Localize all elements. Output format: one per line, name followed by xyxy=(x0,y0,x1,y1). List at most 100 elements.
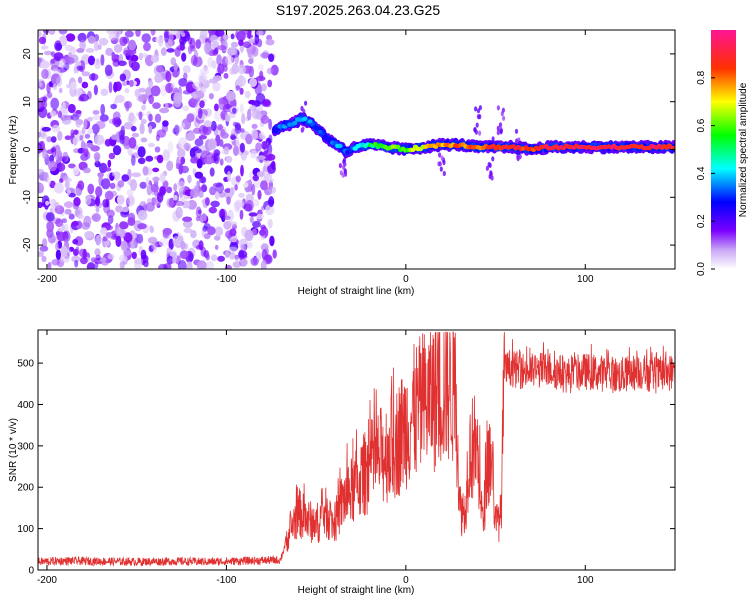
streak-blob xyxy=(515,138,519,144)
noise-blob xyxy=(117,194,125,206)
noise-blob xyxy=(40,132,48,139)
noise-blob xyxy=(196,180,201,187)
noise-blob xyxy=(45,200,50,206)
noise-blob xyxy=(147,142,156,148)
noise-blob xyxy=(43,50,53,56)
noise-blob xyxy=(138,111,143,121)
noise-blob xyxy=(59,178,63,183)
streak-blob xyxy=(304,100,308,106)
noise-blob xyxy=(46,136,53,143)
colorbar-tick-label: 0.4 xyxy=(696,166,707,180)
noise-blob xyxy=(212,182,223,188)
noise-blob xyxy=(203,120,212,128)
streak-blob xyxy=(489,170,493,176)
noise-blob xyxy=(72,238,79,245)
noise-blob xyxy=(260,243,269,252)
y-tick-label: 400 xyxy=(17,400,34,411)
noise-blob xyxy=(200,184,208,193)
noise-blob xyxy=(265,204,275,216)
noise-blob xyxy=(77,214,85,220)
noise-blob xyxy=(115,235,122,248)
noise-blob xyxy=(72,166,80,176)
colorbar-tick-label: 0.0 xyxy=(696,262,707,276)
noise-blob xyxy=(83,118,88,129)
noise-blob xyxy=(219,158,224,166)
noise-blob xyxy=(195,39,201,49)
noise-blob xyxy=(47,233,56,244)
noise-blob xyxy=(120,206,130,213)
noise-blob xyxy=(105,47,114,56)
noise-blob xyxy=(245,133,253,145)
noise-blob xyxy=(224,188,232,193)
noise-blob xyxy=(87,143,94,149)
noise-blob xyxy=(268,53,275,62)
noise-blob xyxy=(199,75,205,85)
noise-blob xyxy=(251,183,256,196)
y-tick-label: 20 xyxy=(22,48,33,60)
bottom-y-axis-label: SNR (10 * v/v) xyxy=(8,418,19,482)
noise-blob xyxy=(104,64,113,77)
noise-blob xyxy=(131,125,137,132)
colorbar-tick-label: 0.2 xyxy=(696,214,707,228)
noise-blob xyxy=(240,164,244,177)
noise-blob xyxy=(247,108,252,121)
noise-blob xyxy=(208,206,217,214)
noise-blob xyxy=(76,48,84,53)
noise-blob xyxy=(98,37,109,46)
noise-blob xyxy=(178,163,184,175)
noise-blob xyxy=(40,100,48,109)
streak-blob xyxy=(338,163,342,169)
noise-blob xyxy=(261,140,268,150)
noise-blob xyxy=(123,100,132,109)
noise-blob xyxy=(173,92,183,105)
noise-blob xyxy=(72,136,78,146)
noise-blob xyxy=(38,251,45,257)
noise-blob xyxy=(94,58,101,70)
streak-blob xyxy=(496,125,500,131)
noise-blob xyxy=(142,166,149,176)
noise-blob xyxy=(159,107,170,114)
noise-blob xyxy=(239,142,245,153)
noise-blob xyxy=(77,32,87,43)
noise-blob xyxy=(119,221,129,230)
streak-blob xyxy=(496,105,500,111)
noise-blob xyxy=(41,68,49,80)
noise-blob xyxy=(87,183,95,195)
noise-blob xyxy=(268,134,273,144)
streak-blob xyxy=(476,108,481,114)
noise-blob xyxy=(222,64,228,72)
noise-blob xyxy=(171,82,176,89)
chart-title: S197.2025.263.04.23.G25 xyxy=(275,2,441,18)
noise-blob xyxy=(75,119,84,125)
noise-blob xyxy=(256,135,266,140)
noise-blob xyxy=(91,73,96,81)
noise-blob xyxy=(95,186,103,198)
noise-blob xyxy=(154,73,163,84)
noise-blob xyxy=(182,216,193,222)
y-tick-label: 500 xyxy=(17,359,34,370)
noise-blob xyxy=(46,220,55,233)
noise-blob xyxy=(117,180,125,188)
noise-blob xyxy=(217,124,224,131)
noise-blob xyxy=(140,118,147,125)
noise-blob xyxy=(260,83,267,92)
noise-blob xyxy=(172,70,179,78)
noise-blob xyxy=(118,254,128,262)
noise-blob xyxy=(214,103,219,112)
noise-blob xyxy=(248,38,257,44)
noise-blob xyxy=(97,44,102,50)
y-tick-label: 200 xyxy=(17,483,34,494)
noise-blob xyxy=(239,87,244,95)
noise-blob xyxy=(177,148,186,159)
noise-blob xyxy=(64,201,74,209)
noise-blob xyxy=(101,178,111,190)
noise-blob xyxy=(48,30,56,35)
noise-blob xyxy=(167,141,174,153)
noise-blob xyxy=(45,212,55,222)
noise-blob xyxy=(46,82,51,94)
noise-blob xyxy=(107,253,115,260)
bottom-x-axis-label: Height of straight line (km) xyxy=(298,585,415,596)
noise-blob xyxy=(236,75,247,87)
noise-blob xyxy=(224,250,230,258)
noise-blob xyxy=(143,42,151,52)
